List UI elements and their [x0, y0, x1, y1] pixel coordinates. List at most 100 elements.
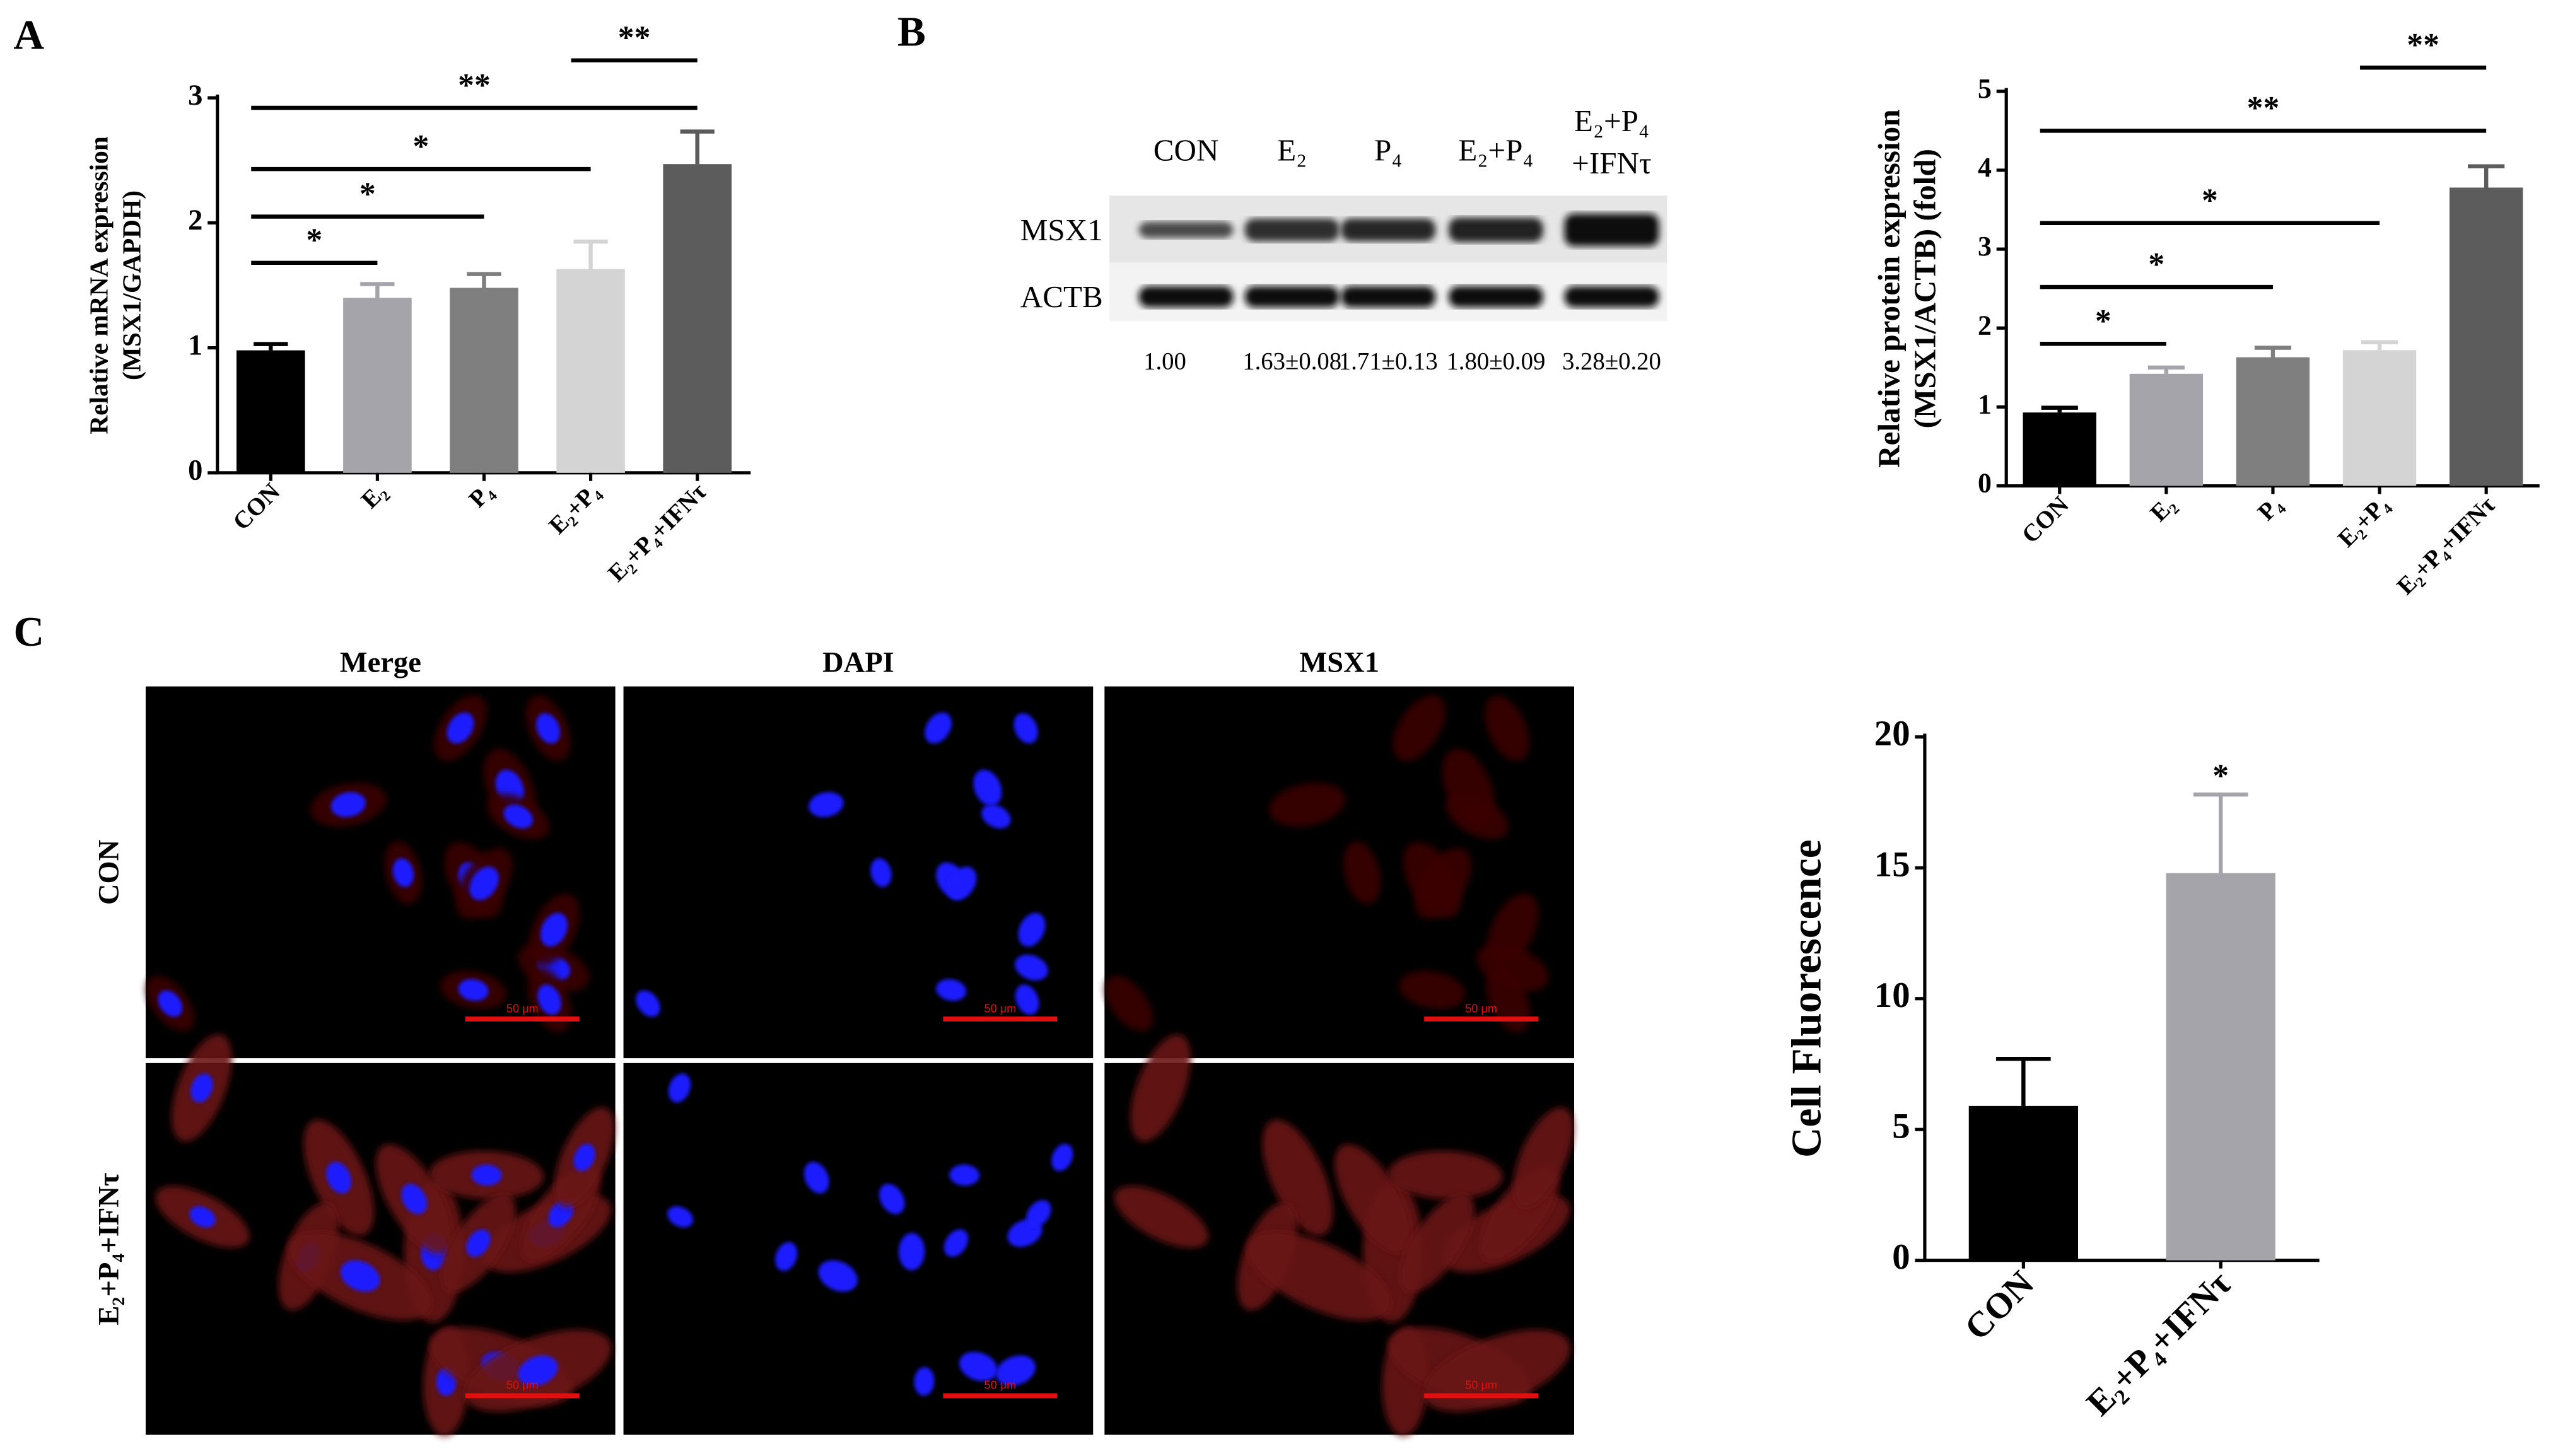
scale-bar-label: 50 μm — [984, 1379, 1017, 1392]
bar — [663, 164, 732, 473]
cytoplasm — [1343, 841, 1381, 904]
blot-quantification: 1.71±0.13 — [1339, 348, 1438, 375]
scale-bar-label: 50 μm — [506, 1379, 539, 1392]
y-tick-label: 20 — [1874, 714, 1910, 754]
significance-label: * — [2212, 758, 2229, 794]
bar — [343, 298, 412, 473]
micrograph: 50 μm — [145, 686, 616, 1059]
nucleus — [189, 1206, 216, 1228]
significance-label: ** — [458, 67, 491, 103]
nucleus — [870, 858, 892, 887]
nucleus — [1015, 984, 1039, 1015]
significance-label: * — [2095, 303, 2111, 339]
nucleus — [981, 804, 1011, 829]
scale-bar-label: 50 μm — [1465, 1379, 1497, 1392]
significance-label: * — [412, 129, 429, 165]
significance-label: * — [359, 176, 376, 212]
nucleus — [973, 769, 1002, 807]
nucleus — [936, 979, 967, 1001]
y-axis-label: (MSX1/GAPDH) — [117, 190, 146, 380]
nucleus — [158, 990, 183, 1017]
blot-quantification: 1.00 — [1143, 348, 1186, 375]
error-bar — [467, 272, 501, 288]
blot-band — [1341, 218, 1436, 242]
nucleus — [1051, 1143, 1073, 1172]
cytoplasm — [1399, 970, 1466, 1010]
x-tick-label: E₂+P₄+IFNτ — [2392, 491, 2501, 600]
nucleus — [898, 1233, 925, 1271]
cytoplasm — [1114, 1185, 1209, 1248]
nucleus — [959, 1351, 998, 1382]
nucleus — [667, 1206, 694, 1228]
nucleus — [809, 792, 844, 817]
error-bar — [573, 239, 608, 269]
blot-column-label: P₄ — [1374, 132, 1402, 167]
cytoplasm — [1130, 1034, 1191, 1142]
blot-band — [1564, 213, 1659, 247]
blot-column-label: E₂+P₄ — [1574, 103, 1649, 138]
y-tick-label: 15 — [1874, 844, 1910, 884]
blot-band — [1341, 286, 1436, 308]
x-tick-label: E₂+P₄ — [2333, 491, 2395, 552]
bar — [2023, 412, 2096, 486]
micrograph: 50 μm — [1104, 1034, 1575, 1436]
error-bar — [2254, 346, 2292, 358]
cytoplasm — [1262, 1119, 1333, 1236]
significance-label: * — [2148, 247, 2164, 282]
image-column-label: MSX1 — [1299, 647, 1379, 679]
error-bar — [2361, 340, 2398, 351]
nucleus — [503, 804, 533, 829]
blot-band — [1564, 286, 1659, 308]
nucleus — [914, 1366, 935, 1396]
nucleus — [775, 1242, 798, 1271]
scale-bar-label: 50 μm — [1465, 1002, 1497, 1015]
nucleus — [668, 1073, 691, 1103]
x-tick-label: CON — [1957, 1264, 2041, 1348]
bar — [2449, 187, 2523, 486]
bar — [2129, 373, 2204, 486]
x-tick-label: E₂ — [2145, 491, 2181, 527]
significance-label: ** — [2247, 90, 2280, 126]
panel-label: C — [14, 608, 45, 655]
micrograph: 50 μm — [1104, 686, 1575, 1059]
cytoplasm — [1414, 847, 1472, 919]
x-tick-label: P₄ — [2253, 491, 2288, 526]
error-bar — [1996, 1056, 2051, 1106]
significance-label: ** — [618, 20, 651, 56]
cytoplasm — [1513, 1107, 1574, 1208]
bar — [556, 269, 625, 473]
image-row-label: E₂+P₄+IFNτ — [93, 1173, 125, 1325]
micrograph: 50 μm — [623, 1063, 1094, 1435]
blot-row-label: MSX1 — [1020, 213, 1103, 247]
nucleus — [341, 1260, 380, 1292]
nucleus — [1026, 1200, 1051, 1228]
nucleus — [540, 912, 568, 947]
blot-band — [1244, 218, 1340, 242]
micrograph: 50 μm — [145, 1034, 616, 1436]
y-tick-label: 3 — [1978, 231, 1992, 262]
micrograph: 50 μm — [623, 686, 1094, 1059]
y-tick-label: 1 — [1978, 388, 1992, 419]
nucleus — [573, 1143, 595, 1172]
nucleus — [518, 1355, 558, 1386]
y-axis-label: Relative mRNA expression — [85, 136, 114, 434]
y-tick-label: 5 — [1978, 73, 1992, 104]
y-axis-label: (MSX1/ACTB) (fold) — [1907, 149, 1942, 428]
nucleus — [996, 1355, 1036, 1386]
blot-quantification: 1.80±0.09 — [1446, 348, 1545, 375]
blot-band — [1448, 218, 1543, 242]
blot-column-label: E₂ — [1277, 132, 1307, 167]
nucleus — [326, 1162, 352, 1194]
micrograph-background — [623, 686, 1094, 1059]
bar — [2236, 357, 2310, 486]
nucleus — [458, 979, 489, 1001]
scale-bar-label: 50 μm — [984, 1002, 1017, 1015]
blot-column-label: CON — [1153, 132, 1219, 167]
cytoplasm — [1484, 696, 1530, 761]
nucleus — [330, 792, 366, 817]
nucleus — [190, 1073, 213, 1103]
y-tick-label: 0 — [188, 455, 202, 487]
nucleus — [1018, 912, 1046, 947]
image-column-label: Merge — [340, 647, 421, 679]
